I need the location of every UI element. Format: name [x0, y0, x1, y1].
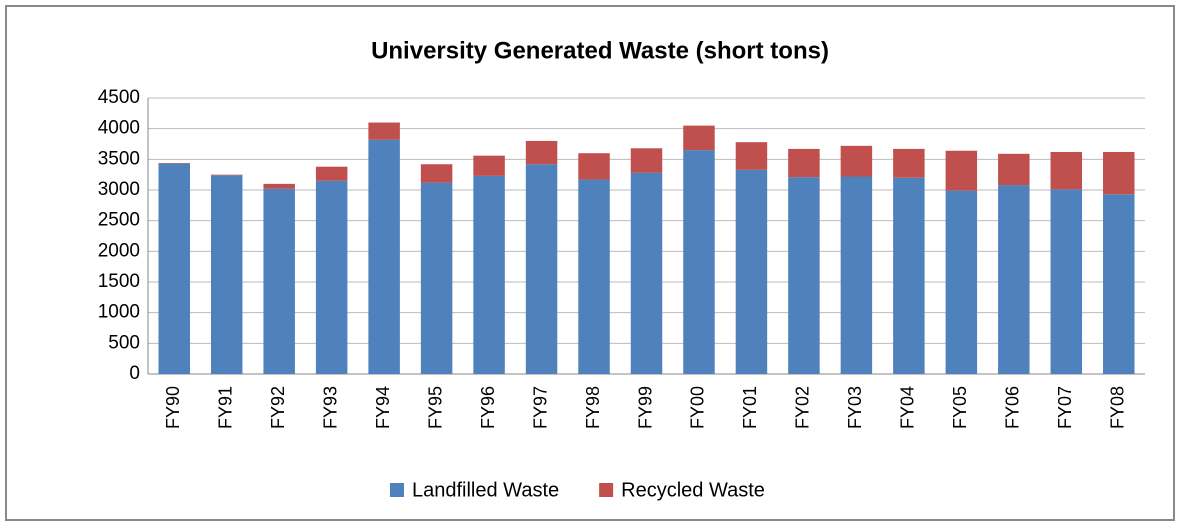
bar-segment [315, 166, 348, 181]
x-tick-label: FY99 [635, 386, 655, 429]
bar-segment [735, 169, 768, 374]
bar-segment [420, 182, 453, 374]
bar-segment [158, 163, 190, 164]
bar-segment [998, 185, 1030, 374]
bar-segment [945, 150, 978, 191]
bar-segment [315, 180, 348, 374]
bar-segment [473, 175, 505, 374]
x-tick-label: FY06 [1003, 386, 1023, 429]
x-tick-label: FY95 [425, 386, 445, 429]
x-tick-label: FY94 [373, 386, 393, 429]
bar-segment [263, 183, 295, 189]
x-tick-label: FY07 [1055, 386, 1075, 429]
y-tick-label: 1000 [98, 302, 140, 323]
bar-segment [158, 163, 190, 374]
bar-segment [788, 148, 820, 178]
y-tick-label: 4000 [98, 118, 140, 139]
bar-segment [840, 145, 873, 177]
bar-segment [420, 164, 453, 183]
y-tick-label: 2500 [98, 210, 140, 231]
bar-segment [683, 150, 715, 374]
y-tick-label: 3500 [98, 148, 140, 169]
y-tick-label: 500 [108, 332, 140, 353]
bar-segment [1103, 151, 1135, 195]
x-tick-label: FY04 [898, 386, 918, 429]
x-tick-label: FY03 [845, 386, 865, 429]
y-tick-label: 0 [129, 363, 140, 384]
bar-segment [263, 188, 295, 374]
bar-segment [210, 175, 243, 374]
bar-segment [1103, 194, 1135, 374]
bar-segment [683, 125, 715, 151]
bar-segment [368, 122, 400, 140]
bar-segment [893, 148, 925, 178]
bar-segment [1050, 151, 1083, 190]
bar-segment [473, 155, 505, 176]
y-tick-label: 1500 [98, 271, 140, 292]
x-tick-label: FY92 [268, 386, 288, 429]
bar-segment [210, 174, 243, 176]
y-tick-label: 3000 [98, 179, 140, 200]
bar-segment [578, 179, 610, 374]
bar-segment [840, 176, 873, 374]
y-tick-label: 4500 [98, 87, 140, 108]
bar-segment [525, 140, 558, 165]
bar-segment [893, 177, 925, 374]
x-tick-label: FY98 [583, 386, 603, 429]
x-tick-label: FY97 [530, 386, 550, 429]
legend-swatch [599, 483, 614, 497]
x-tick-label: FY93 [320, 386, 340, 429]
legend-swatch [390, 483, 404, 497]
bar-segment [945, 190, 978, 374]
legend-label: Recycled Waste [621, 479, 765, 501]
bar-segment [788, 177, 820, 374]
bar-segment [1050, 189, 1083, 374]
bar-segment [525, 164, 558, 374]
x-tick-label: FY00 [688, 386, 708, 429]
bar-segment [578, 153, 610, 180]
x-tick-label: FY96 [478, 386, 498, 429]
y-tick-label: 2000 [98, 240, 140, 261]
bar-segment [368, 139, 400, 374]
legend-label: Landfilled Waste [412, 479, 559, 501]
chart-title: University Generated Waste (short tons) [371, 37, 829, 64]
bar-segment [630, 172, 663, 374]
bar-segment [998, 153, 1030, 186]
x-tick-label: FY90 [163, 386, 183, 429]
x-tick-label: FY08 [1108, 386, 1128, 429]
x-tick-label: FY01 [740, 386, 760, 429]
x-tick-label: FY02 [793, 386, 813, 429]
x-tick-label: FY91 [215, 386, 235, 429]
x-tick-label: FY05 [950, 386, 970, 429]
bar-segment [735, 142, 768, 170]
bar-segment [630, 148, 663, 173]
